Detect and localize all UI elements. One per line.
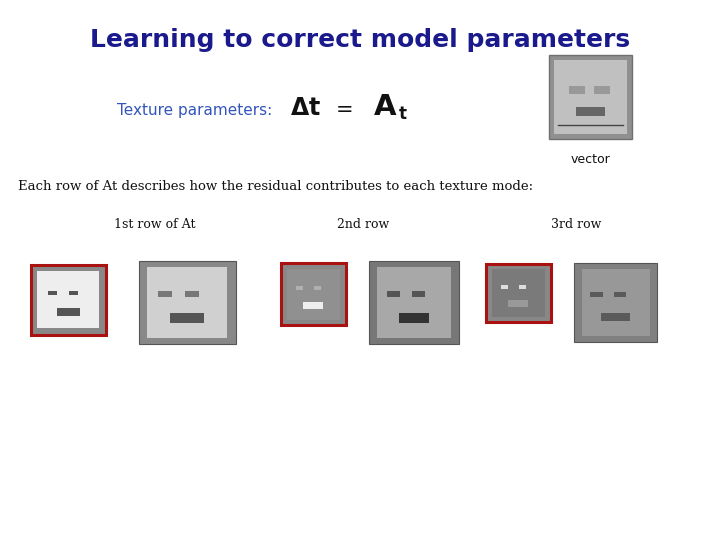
Bar (69, 291, 78, 295)
Text: Texture parameters:: Texture parameters: (117, 103, 272, 118)
Bar (281, 263, 346, 325)
Bar (486, 264, 551, 322)
Bar (501, 285, 508, 289)
Bar (30, 265, 107, 335)
Bar (287, 269, 340, 320)
Bar (57, 308, 80, 316)
Bar (158, 291, 172, 297)
Bar (296, 286, 303, 290)
Text: =: = (336, 99, 353, 120)
Bar (486, 264, 551, 322)
Bar (601, 313, 630, 321)
Bar (582, 269, 649, 336)
Bar (185, 291, 199, 297)
Bar (554, 60, 627, 134)
Text: 2nd row: 2nd row (338, 218, 390, 231)
Bar (148, 267, 227, 338)
Bar (30, 265, 107, 335)
Bar (314, 286, 321, 290)
Text: 3rd row: 3rd row (551, 218, 601, 231)
Text: $\mathbf{A}$: $\mathbf{A}$ (373, 93, 397, 121)
Bar (37, 271, 99, 328)
Text: 1st row of At: 1st row of At (114, 218, 196, 231)
Text: Learning to correct model parameters: Learning to correct model parameters (90, 29, 630, 52)
Text: $\bf{\Delta}$t: $\bf{\Delta}$t (290, 96, 322, 120)
Bar (576, 107, 605, 116)
Bar (613, 292, 626, 297)
Text: Each row of At describes how the residual contributes to each texture mode:: Each row of At describes how the residua… (18, 180, 533, 193)
Bar (569, 86, 585, 93)
Bar (594, 86, 610, 93)
Bar (398, 313, 430, 323)
Bar (48, 291, 57, 295)
Bar (508, 300, 528, 307)
Bar (387, 291, 400, 296)
Bar (575, 263, 657, 342)
Bar (492, 269, 545, 316)
Text: vector: vector (570, 153, 611, 166)
Bar (590, 292, 603, 297)
Bar (369, 261, 459, 345)
Bar (281, 263, 346, 325)
Text: t: t (399, 105, 408, 124)
Bar (412, 291, 425, 296)
Bar (377, 267, 451, 338)
Bar (303, 302, 323, 309)
Bar (519, 285, 526, 289)
Bar (549, 56, 632, 139)
Bar (171, 313, 204, 323)
Bar (138, 261, 236, 345)
